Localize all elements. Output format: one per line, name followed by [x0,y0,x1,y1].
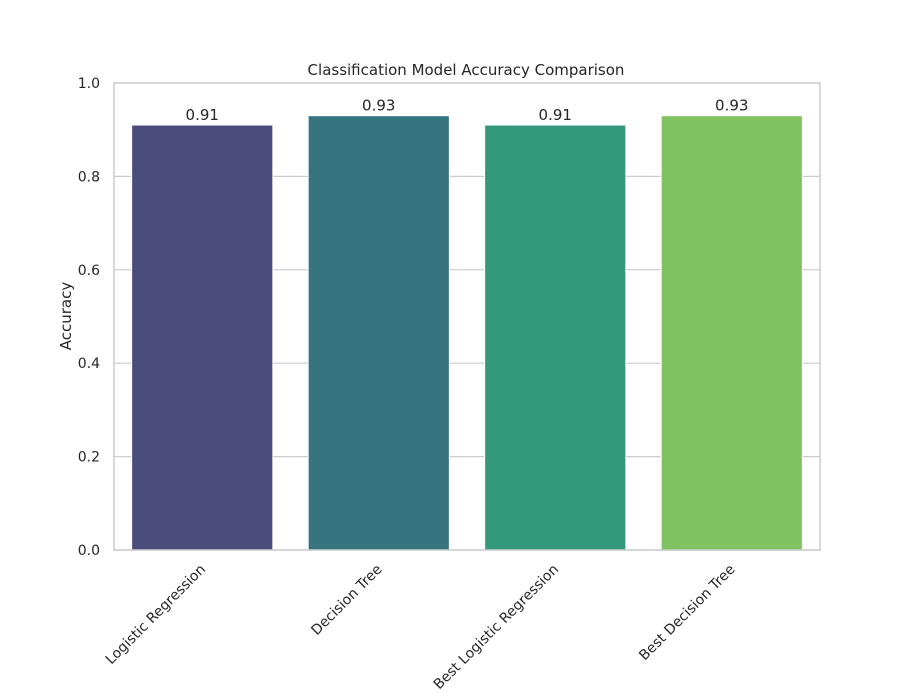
y-tick-label: 0.0 [78,543,100,559]
y-tick-label: 1.0 [78,76,100,92]
bar-value-label: 0.93 [362,97,395,115]
y-axis-label: Accuracy [57,282,75,351]
y-tick-label: 0.4 [78,356,100,372]
y-tick-label: 0.2 [78,450,100,466]
bar [660,115,803,551]
x-tick-label: Best Decision Tree [636,562,738,664]
y-tick-labels: 0.0 0.2 0.4 0.6 0.8 1.0 [78,76,100,559]
bar [131,124,274,551]
bar-value-label: 0.91 [186,106,219,124]
y-tick-label: 0.6 [78,263,100,279]
chart-title: Classification Model Accuracy Comparison [308,61,625,79]
bar [307,115,450,551]
bar [484,124,627,551]
x-tick-labels: Logistic Regression Decision Tree Best Log… [103,562,739,692]
bars [131,115,803,551]
y-tick-label: 0.8 [78,169,100,185]
bar-value-label: 0.91 [539,106,572,124]
x-tick-label: Best Logistic Regression [431,562,562,692]
x-tick-label: Decision Tree [308,562,385,639]
plot-frame [113,82,821,551]
bar-value-label: 0.93 [715,97,748,115]
data-labels: 0.91 0.93 0.91 0.93 [186,97,749,124]
x-tick-label: Logistic Regression [103,562,209,668]
